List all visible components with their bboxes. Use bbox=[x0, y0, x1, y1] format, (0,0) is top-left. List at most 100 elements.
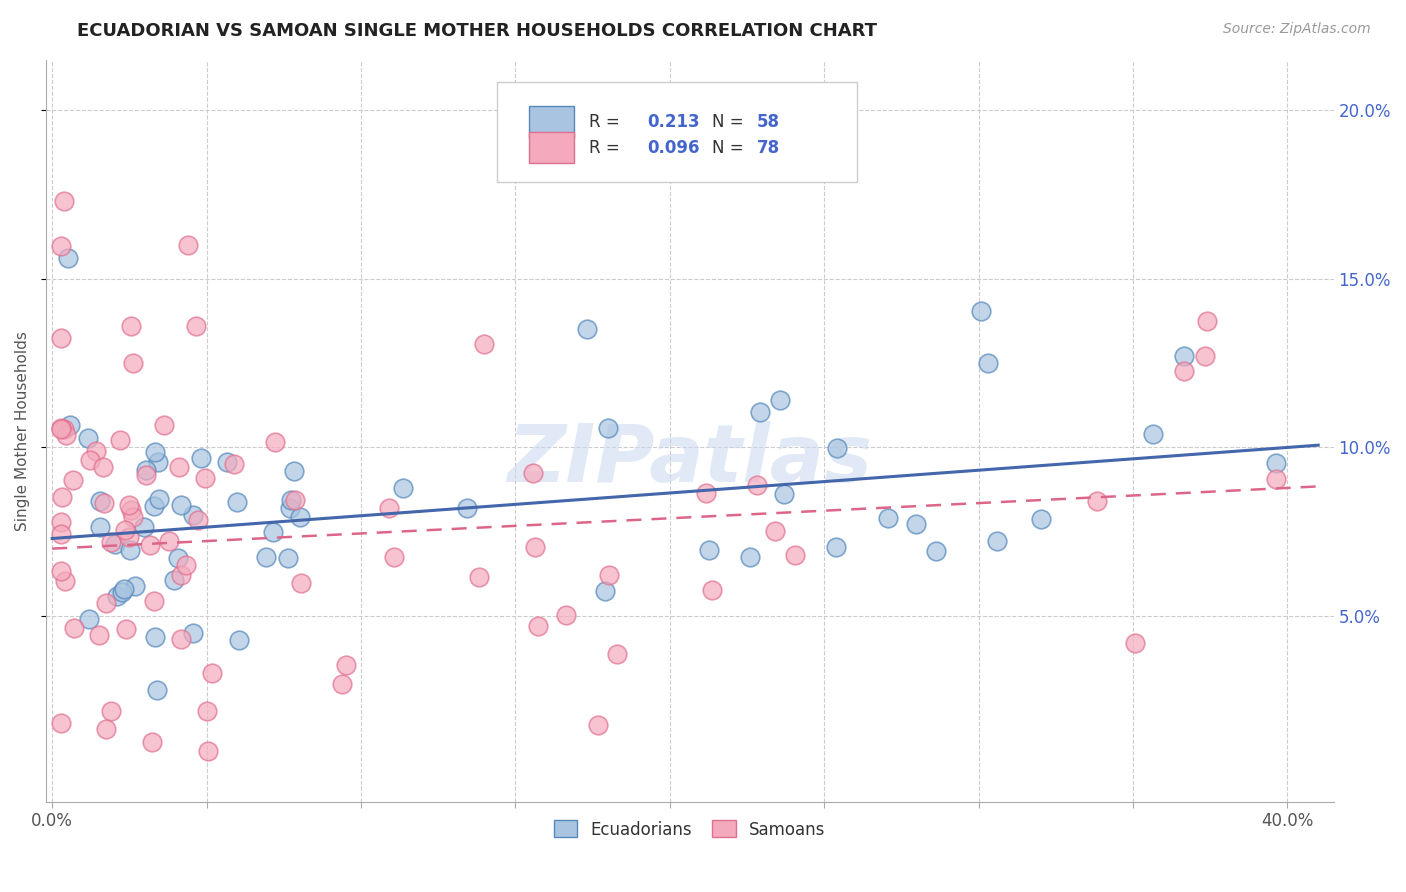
Text: N =: N = bbox=[711, 139, 748, 157]
Point bbox=[254, 550, 277, 565]
Point bbox=[170, 568, 193, 582]
Point bbox=[606, 647, 628, 661]
Point bbox=[181, 626, 204, 640]
Point bbox=[986, 534, 1008, 549]
Point bbox=[522, 466, 544, 480]
Point bbox=[1087, 494, 1109, 508]
Point bbox=[135, 467, 157, 482]
Point bbox=[167, 551, 190, 566]
FancyBboxPatch shape bbox=[496, 82, 858, 182]
Point bbox=[925, 544, 948, 558]
Point bbox=[554, 607, 576, 622]
Y-axis label: Single Mother Households: Single Mother Households bbox=[15, 331, 30, 531]
Point bbox=[51, 331, 73, 345]
Point bbox=[228, 632, 250, 647]
Point bbox=[290, 509, 312, 524]
Point bbox=[824, 540, 846, 554]
Point bbox=[112, 582, 135, 597]
Point bbox=[1173, 349, 1195, 363]
Point bbox=[877, 511, 900, 525]
Point bbox=[122, 509, 145, 524]
Point bbox=[194, 470, 217, 484]
Point bbox=[79, 613, 101, 627]
Point bbox=[586, 718, 609, 732]
Point bbox=[51, 239, 73, 253]
Point bbox=[53, 422, 76, 436]
Point bbox=[905, 517, 928, 532]
FancyBboxPatch shape bbox=[529, 132, 574, 163]
Text: 78: 78 bbox=[756, 139, 780, 157]
Point bbox=[195, 704, 218, 718]
Point bbox=[93, 496, 115, 510]
Point bbox=[378, 500, 401, 515]
Point bbox=[176, 558, 198, 572]
Point bbox=[181, 508, 204, 523]
Point bbox=[284, 493, 307, 508]
Legend: Ecuadorians, Samoans: Ecuadorians, Samoans bbox=[547, 814, 832, 846]
Point bbox=[1173, 364, 1195, 378]
Point bbox=[51, 564, 73, 578]
Point bbox=[598, 421, 620, 435]
Point bbox=[51, 421, 73, 435]
Point bbox=[167, 460, 190, 475]
Point bbox=[184, 319, 207, 334]
Point bbox=[152, 418, 174, 433]
Point bbox=[217, 454, 239, 468]
Text: R =: R = bbox=[589, 139, 626, 157]
Point bbox=[472, 337, 495, 351]
Point bbox=[118, 531, 141, 545]
Point bbox=[290, 576, 312, 591]
Point bbox=[139, 538, 162, 552]
Point bbox=[187, 513, 209, 527]
Point bbox=[114, 523, 136, 537]
Point bbox=[740, 549, 762, 564]
Point bbox=[146, 455, 169, 469]
Point bbox=[523, 540, 546, 554]
Point bbox=[115, 622, 138, 636]
Point bbox=[108, 434, 131, 448]
Point bbox=[749, 405, 772, 419]
Point bbox=[143, 593, 166, 607]
Point bbox=[135, 463, 157, 477]
Point bbox=[89, 520, 111, 534]
Point bbox=[382, 549, 405, 564]
Point bbox=[110, 584, 132, 599]
Point bbox=[79, 453, 101, 467]
Point bbox=[1031, 511, 1053, 525]
Point bbox=[105, 589, 128, 603]
Point bbox=[177, 238, 200, 252]
Text: Source: ZipAtlas.com: Source: ZipAtlas.com bbox=[1223, 22, 1371, 37]
Point bbox=[89, 494, 111, 508]
Point bbox=[825, 441, 848, 455]
Point bbox=[280, 493, 302, 508]
Point bbox=[763, 524, 786, 538]
Text: 0.213: 0.213 bbox=[647, 113, 700, 131]
Point bbox=[335, 658, 357, 673]
Point bbox=[104, 537, 127, 551]
Point bbox=[598, 568, 620, 582]
Point bbox=[51, 716, 73, 731]
Text: N =: N = bbox=[711, 113, 748, 131]
Point bbox=[148, 492, 170, 507]
Point bbox=[190, 450, 212, 465]
Point bbox=[51, 527, 73, 541]
Point bbox=[769, 393, 792, 408]
Point bbox=[201, 665, 224, 680]
Point bbox=[51, 422, 73, 436]
Point bbox=[53, 194, 76, 208]
Point bbox=[62, 473, 84, 487]
Point bbox=[1195, 314, 1218, 328]
Point bbox=[62, 621, 84, 635]
Text: ECUADORIAN VS SAMOAN SINGLE MOTHER HOUSEHOLDS CORRELATION CHART: ECUADORIAN VS SAMOAN SINGLE MOTHER HOUSE… bbox=[77, 22, 877, 40]
Point bbox=[695, 486, 717, 500]
Point bbox=[277, 550, 299, 565]
Text: ZIPatlas: ZIPatlas bbox=[508, 421, 872, 500]
Point bbox=[747, 478, 769, 492]
Point bbox=[222, 457, 245, 471]
Point bbox=[1123, 636, 1146, 650]
Point bbox=[89, 628, 111, 642]
Point bbox=[170, 498, 193, 512]
Text: 0.096: 0.096 bbox=[647, 139, 700, 157]
Point bbox=[120, 318, 142, 333]
Point bbox=[94, 596, 117, 610]
